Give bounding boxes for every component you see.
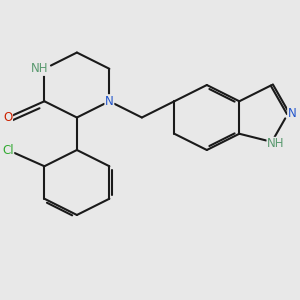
Text: N: N	[105, 95, 114, 108]
Text: NH: NH	[31, 62, 48, 75]
Text: O: O	[3, 111, 13, 124]
Text: N: N	[288, 107, 296, 120]
Text: NH: NH	[267, 137, 285, 150]
Text: Cl: Cl	[2, 143, 14, 157]
